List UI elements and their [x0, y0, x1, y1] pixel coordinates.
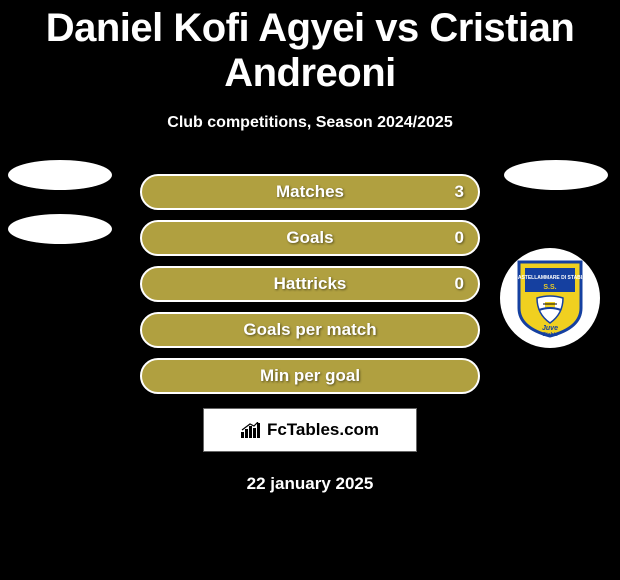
stat-label: Goals [286, 228, 333, 248]
avatar-placeholder-oval [8, 214, 112, 244]
stat-label: Matches [276, 182, 344, 202]
stat-label: Hattricks [274, 274, 347, 294]
svg-text:Stabia: Stabia [542, 332, 557, 338]
club-badge-right: CASTELLAMMARE DI STABIA S.S. Juve Stabia [500, 248, 600, 348]
svg-text:Juve: Juve [542, 325, 558, 332]
stats-area: CASTELLAMMARE DI STABIA S.S. Juve Stabia… [0, 174, 620, 494]
stat-value-right: 0 [455, 228, 464, 248]
stat-value-right: 3 [455, 182, 464, 202]
stat-bar-matches: Matches 3 [140, 174, 480, 210]
stat-bar-goals: Goals 0 [140, 220, 480, 256]
bars-icon [241, 422, 261, 438]
avatar-placeholder-oval [8, 160, 112, 190]
shield-icon: CASTELLAMMARE DI STABIA S.S. Juve Stabia [515, 258, 585, 338]
stat-bar-goals-per-match: Goals per match [140, 312, 480, 348]
page-title: Daniel Kofi Agyei vs Cristian Andreoni [0, 0, 620, 96]
stat-bar-min-per-goal: Min per goal [140, 358, 480, 394]
stat-label: Min per goal [260, 366, 360, 386]
svg-text:CASTELLAMMARE DI STABIA: CASTELLAMMARE DI STABIA [515, 275, 585, 281]
date-label: 22 january 2025 [0, 474, 620, 494]
subtitle: Club competitions, Season 2024/2025 [0, 114, 620, 132]
stat-label: Goals per match [243, 320, 376, 340]
avatar-placeholder-oval [504, 160, 608, 190]
player-left-avatar [8, 160, 112, 264]
stat-bar-hattricks: Hattricks 0 [140, 266, 480, 302]
brand-box[interactable]: FcTables.com [203, 408, 417, 452]
svg-text:S.S.: S.S. [543, 284, 556, 291]
brand-text: FcTables.com [267, 420, 379, 440]
stats-bars: Matches 3 Goals 0 Hattricks 0 Goals per … [140, 174, 480, 394]
stat-value-right: 0 [455, 274, 464, 294]
